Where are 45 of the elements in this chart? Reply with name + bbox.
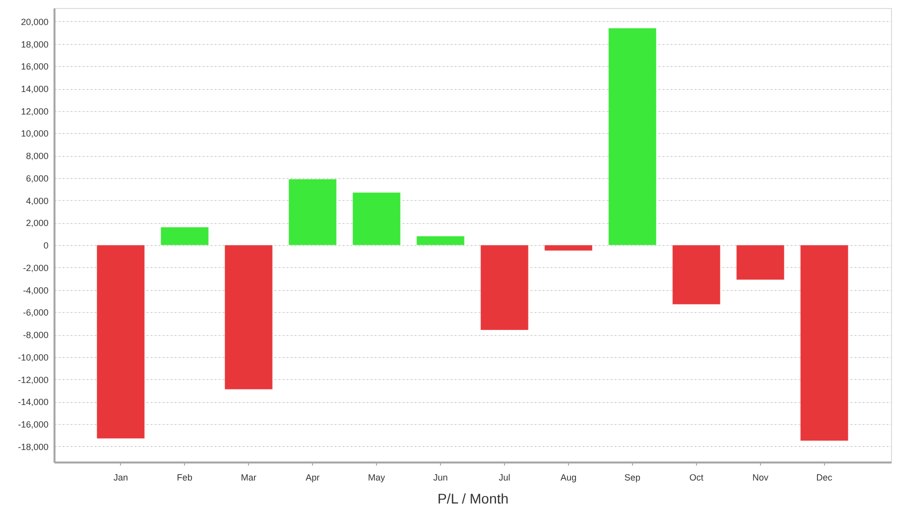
y-tick-label: -2,000 xyxy=(22,262,48,273)
x-tick-label: Mar xyxy=(240,472,256,482)
y-tick-label: -12,000 xyxy=(18,374,48,385)
bar xyxy=(480,244,529,330)
x-tick-label: Jul xyxy=(498,472,510,482)
x-tick-label: Nov xyxy=(752,472,769,482)
y-tick-label: -16,000 xyxy=(18,419,48,430)
x-tick-label: Feb xyxy=(176,472,192,482)
y-tick-label: 2,000 xyxy=(26,218,48,228)
bar xyxy=(224,244,273,390)
x-tick-label: Apr xyxy=(306,472,320,482)
y-tick-label: 16,000 xyxy=(20,62,48,72)
x-tick-label: Jan xyxy=(113,472,128,482)
x-tick-label: May xyxy=(368,472,386,482)
x-tick-label: Sep xyxy=(624,472,640,482)
y-tick-label: 14,000 xyxy=(20,84,48,94)
x-tick-label: Oct xyxy=(689,472,704,482)
bar xyxy=(160,226,209,246)
y-tick-label: -18,000 xyxy=(18,442,48,452)
y-tick-label: 10,000 xyxy=(20,128,48,139)
y-tick-label: -8,000 xyxy=(22,330,48,340)
x-tick-label: Jun xyxy=(433,472,448,482)
x-tick-label: Dec xyxy=(816,472,833,482)
bar xyxy=(352,192,401,246)
y-tick-label: 0 xyxy=(43,240,48,251)
y-tick-label: -6,000 xyxy=(22,308,48,318)
bar xyxy=(544,244,593,251)
x-axis-title: P/L / Month xyxy=(437,490,509,506)
bar xyxy=(800,244,848,442)
x-tick-label: Aug xyxy=(560,472,576,482)
y-tick-label: 12,000 xyxy=(20,106,48,116)
y-tick-label: -4,000 xyxy=(22,285,48,296)
y-tick-label: -10,000 xyxy=(18,352,48,362)
bar xyxy=(288,178,337,246)
y-tick-label: 4,000 xyxy=(26,196,48,206)
bar xyxy=(672,244,720,305)
y-tick-label: 20,000 xyxy=(20,16,48,27)
bar xyxy=(416,236,465,246)
bar xyxy=(608,28,657,246)
bar xyxy=(736,244,784,280)
y-tick-label: 18,000 xyxy=(20,39,48,50)
y-tick-label: 6,000 xyxy=(26,173,48,184)
y-tick-label: 8,000 xyxy=(26,151,48,162)
bar xyxy=(96,244,145,439)
y-tick-label: -14,000 xyxy=(18,397,48,408)
